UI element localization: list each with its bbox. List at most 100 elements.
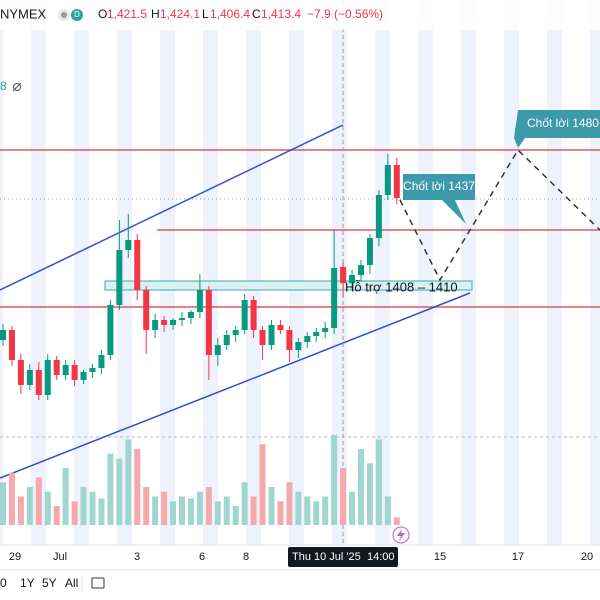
candle-body: [8, 330, 15, 360]
candle-body: [44, 360, 51, 395]
header-bg: [0, 0, 600, 30]
volume-bar: [143, 487, 150, 525]
volume-bar: [322, 496, 329, 525]
callout: [514, 110, 600, 148]
candle-body: [152, 320, 159, 330]
volume-bar: [232, 506, 239, 525]
candle-body: [26, 370, 33, 385]
crosshair-label-bg: [288, 547, 398, 567]
session-band: [590, 0, 600, 545]
volume-bar: [17, 496, 24, 525]
volume-bar: [98, 498, 105, 525]
candle-body: [322, 328, 329, 332]
volume-bar: [250, 496, 257, 525]
forecast-path: [399, 148, 600, 282]
candle-body: [53, 360, 60, 375]
volume-bar: [187, 498, 194, 525]
candle-body: [71, 365, 78, 380]
x-tick-label: 8: [243, 551, 249, 563]
symbol: NYMEX: [0, 6, 47, 21]
ohlc-label: L: [202, 7, 209, 21]
session-band: [203, 0, 218, 545]
session-band: [246, 0, 261, 545]
volume-bar: [8, 472, 15, 525]
volume-bar: [205, 487, 212, 525]
x-tick-label: 20: [581, 551, 593, 563]
range-button[interactable]: All: [65, 576, 78, 590]
range-button[interactable]: 5Y: [42, 576, 57, 590]
callout-text: Chốt lời 1437: [403, 179, 475, 193]
x-tick-label: 29: [9, 551, 21, 563]
badge: [71, 9, 83, 21]
x-tick-label: Jul: [53, 551, 67, 563]
callout-text: Chốt lời 1480: [527, 116, 599, 130]
session-band: [74, 0, 89, 545]
candle-body: [393, 165, 400, 198]
session-band: [289, 0, 304, 545]
candle-body: [116, 250, 123, 305]
candle-body: [35, 370, 42, 395]
volume-bar: [286, 482, 293, 525]
volume-bar: [384, 496, 391, 525]
session-band: [504, 0, 519, 545]
x-tick-label: 6: [199, 551, 205, 563]
volume-bar: [268, 487, 275, 525]
session-band: [375, 0, 390, 545]
candle-body: [268, 325, 275, 345]
session-band: [0, 0, 3, 545]
session-bands: [0, 0, 600, 545]
badge-text: D: [74, 10, 80, 19]
session-band: [160, 0, 175, 545]
candle-body: [80, 372, 87, 380]
volume-bar: [179, 496, 185, 525]
candle-body: [384, 165, 391, 195]
candle-body: [143, 290, 150, 330]
hide-icon[interactable]: [13, 83, 21, 91]
status-dot: [61, 12, 67, 18]
volume-bar: [26, 487, 33, 525]
candle-body: [241, 300, 248, 330]
candle-pane: [0, 154, 400, 400]
ohlc-label: C: [252, 7, 261, 21]
volume-bar: [277, 501, 284, 525]
volume-bar: [35, 477, 42, 525]
calendar-icon[interactable]: [91, 577, 105, 589]
candle-body: [125, 240, 132, 250]
ohlc-label: O: [98, 7, 107, 21]
crosshair-date: Thu 10 Jul '25: [292, 551, 361, 563]
candle-body: [375, 195, 382, 238]
candle-body: [232, 330, 239, 335]
ohlc-value: 1,413.4: [261, 7, 301, 21]
crosshair-time: 14:00: [367, 551, 395, 563]
candle-body: [313, 332, 320, 336]
volume-bar: [53, 506, 60, 525]
ohlc-value: 1,424.1: [160, 7, 200, 21]
volume-bar: [259, 444, 266, 525]
volume-bar: [340, 468, 347, 525]
callout: [403, 174, 475, 224]
candle-body: [295, 342, 302, 350]
volume-bar: [349, 491, 356, 525]
channel-bottom: [0, 292, 471, 479]
volume-bar: [152, 496, 159, 525]
volume-bar: [375, 439, 382, 525]
volume-bar: [358, 449, 364, 525]
volume-bar: [313, 501, 320, 525]
range-button[interactable]: 0: [0, 576, 7, 590]
channel-top: [0, 124, 344, 291]
session-band: [117, 0, 132, 545]
volume-bar: [366, 463, 373, 525]
candle-body: [187, 312, 194, 318]
volume-bar: [331, 434, 338, 525]
ohlc-value: 1,421.5: [107, 7, 147, 21]
candle-body: [340, 267, 347, 284]
hide-icon[interactable]: [12, 82, 22, 92]
support-zone: [104, 280, 473, 291]
range-button[interactable]: 1Y: [20, 576, 35, 590]
x-tick-label: 3: [134, 551, 140, 563]
volume-bar: [89, 491, 96, 525]
x-tick-label: 15: [434, 551, 446, 563]
support-label: Hỗ trợ 1408 – 1410: [345, 279, 458, 294]
candle-body: [205, 290, 212, 355]
